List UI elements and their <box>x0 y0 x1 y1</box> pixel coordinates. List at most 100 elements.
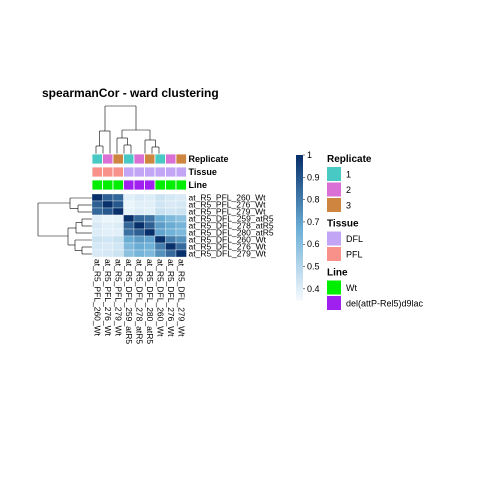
color-scale-segment <box>296 159 303 163</box>
heatmap-cell-7-5 <box>144 242 156 251</box>
color-scale-segment <box>296 239 303 243</box>
column-label: at_R5_PFL_276_Wt <box>103 259 113 337</box>
color-scale-segment <box>296 220 303 224</box>
heatmap-cell-6-1 <box>102 235 114 244</box>
heatmap-cell-5-7 <box>165 228 177 237</box>
heatmap-cell-8-3 <box>123 249 135 258</box>
color-scale-segment <box>296 242 303 245</box>
legend-swatch <box>327 198 341 212</box>
color-scale-tick-label: 0.6 <box>307 239 320 249</box>
heatmap-cell-8-7 <box>165 249 177 258</box>
heatmap-cell-5-1 <box>102 228 114 237</box>
heatmap-cell-3-5 <box>144 214 156 223</box>
color-scale-segment <box>296 208 303 212</box>
heatmap-cell-4-5 <box>144 221 156 230</box>
color-scale-segment <box>296 234 303 238</box>
heatmap-cell-0-7 <box>165 193 177 202</box>
heatmap-cell-7-3 <box>123 242 135 251</box>
color-scale-segment <box>296 200 303 204</box>
color-scale-segment <box>296 256 303 260</box>
annotation-cell-replicate-7 <box>165 153 177 165</box>
color-scale-segment <box>296 227 303 231</box>
heatmap-cell-4-6 <box>154 221 166 230</box>
heatmap-cell-2-8 <box>175 207 187 216</box>
heatmap-cell-0-1 <box>102 193 114 202</box>
row-label: at_R5_DFL_276_Wt <box>189 241 267 251</box>
color-scale-segment <box>296 184 303 187</box>
annotation-cell-replicate-2 <box>112 153 124 165</box>
color-scale-segment <box>296 179 303 183</box>
heatmap-cell-0-2 <box>112 193 124 202</box>
color-scale-segment <box>296 287 303 291</box>
annotation-cell-replicate-6 <box>154 153 166 165</box>
heatmap-cell-0-8 <box>175 193 187 202</box>
color-scale-segment <box>296 217 303 221</box>
heatmap-cell-8-4 <box>133 249 145 258</box>
color-scale-segment <box>296 181 303 185</box>
annotation-cell-tissue-0 <box>91 166 103 178</box>
heatmap-cell-2-6 <box>154 207 166 216</box>
heatmap-cell-1-1 <box>102 200 114 209</box>
heatmap-cell-6-8 <box>175 235 187 244</box>
color-scale-tick-label: 1 <box>307 150 312 160</box>
legend-swatch <box>327 280 341 295</box>
heatmap-cell-5-5 <box>144 228 156 237</box>
row-label: at_R5_PFL_279_Wt <box>189 206 267 216</box>
color-scale-segment <box>296 283 303 286</box>
color-scale-segment <box>296 171 303 175</box>
column-label: at_R5_PFL_260_Wt <box>92 259 102 337</box>
color-scale-segment <box>296 176 303 180</box>
heatmap-cell-6-2 <box>112 235 124 244</box>
heatmap-cell-4-4 <box>133 221 145 230</box>
color-scale-segment <box>296 205 303 209</box>
heatmap-cell-5-4 <box>133 228 145 237</box>
heatmap-cell-7-6 <box>154 242 166 251</box>
color-scale-segment <box>296 295 303 299</box>
annotation-tracks: Replicate Tissue Line <box>91 153 229 191</box>
heatmap-cell-6-5 <box>144 235 156 244</box>
legend-label: PFL <box>346 250 363 260</box>
color-scale-segment <box>296 193 303 197</box>
legend-label: Wt <box>346 283 357 293</box>
annotation-cell-line-0 <box>91 179 103 191</box>
color-scale-segment <box>296 254 303 257</box>
heatmap-cell-1-6 <box>154 200 166 209</box>
legend-label: 1 <box>346 170 351 180</box>
legend-title-replicate: Replicate <box>327 154 372 165</box>
heatmap-cell-2-0 <box>91 207 103 216</box>
annotation-cell-replicate-5 <box>144 153 156 165</box>
color-scale-segment <box>296 263 303 267</box>
legend-swatch <box>327 182 341 197</box>
row-label: at_R5_PFL_276_Wt <box>189 199 267 209</box>
annotation-cell-tissue-3 <box>123 166 135 178</box>
heatmap-cell-5-8 <box>175 228 187 237</box>
color-scale-segment <box>296 169 303 173</box>
heatmap-cell-0-5 <box>144 193 156 202</box>
color-scale-segment <box>296 162 303 166</box>
annotation-track-label-tissue: Tissue <box>189 167 217 177</box>
annotation-cell-line-7 <box>165 179 177 191</box>
annotation-cell-line-6 <box>154 179 166 191</box>
heatmap-cell-6-4 <box>133 235 145 244</box>
color-scale-segment <box>296 203 303 207</box>
row-label: at_R5_DFL_260_Wt <box>189 234 267 244</box>
heatmap-cell-1-2 <box>112 200 124 209</box>
column-label: at_R5_DFL_260_Wt <box>155 259 165 337</box>
heatmap-cell-1-0 <box>91 200 103 209</box>
color-scale-segment <box>296 167 303 170</box>
color-scale-segment <box>296 275 303 279</box>
row-labels: at_R5_PFL_260_Wtat_R5_PFL_276_Wtat_R5_PF… <box>189 192 274 258</box>
heatmap-cell-8-6 <box>154 249 166 258</box>
column-label: at_R5_PFL_279_Wt <box>113 259 123 337</box>
annotation-cell-replicate-4 <box>133 153 145 165</box>
legend-label: DFL <box>346 234 363 244</box>
heatmap-cell-2-1 <box>102 207 114 216</box>
heatmap-cell-3-6 <box>154 214 166 223</box>
color-scale-tick-label: 0.5 <box>307 262 320 272</box>
column-label: at_R5_DFL_259_atR5 <box>124 259 134 344</box>
color-scale-segment <box>296 285 303 289</box>
color-scale-segment <box>296 280 303 284</box>
annotation-track-label-replicate: Replicate <box>189 154 229 164</box>
column-label: at_R5_DFL_276_Wt <box>166 259 176 337</box>
annotation-cell-line-8 <box>175 179 187 191</box>
